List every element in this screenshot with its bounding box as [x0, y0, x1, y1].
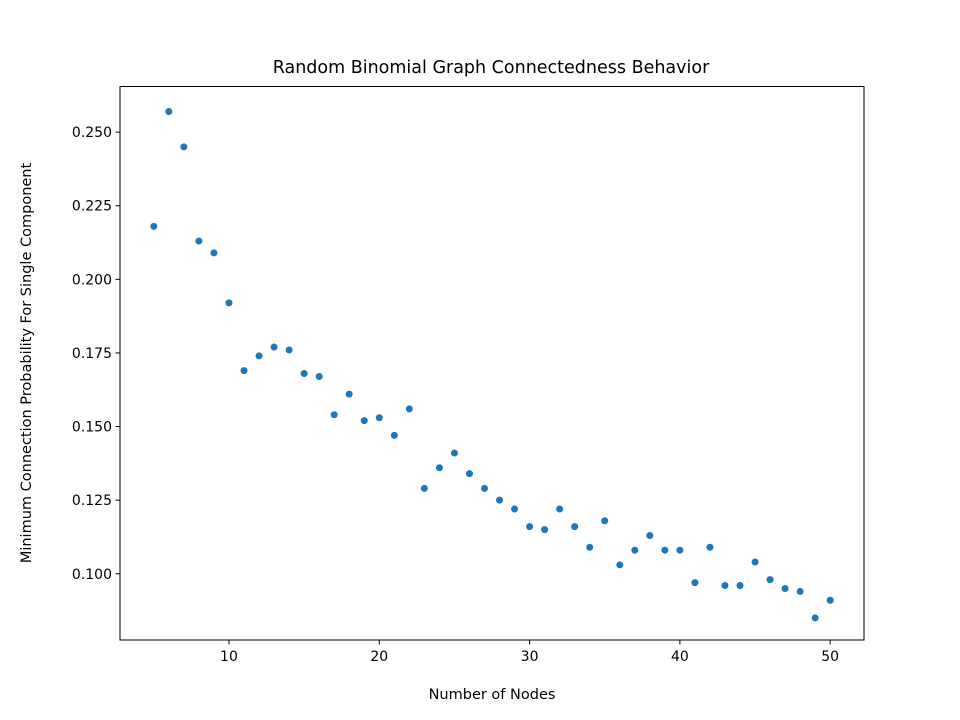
- y-tick-label: 0.250: [72, 125, 112, 141]
- data-point: [450, 449, 458, 457]
- data-point: [390, 431, 398, 439]
- data-point: [300, 370, 308, 378]
- data-point: [691, 579, 699, 587]
- data-point: [480, 484, 488, 492]
- data-point: [526, 523, 534, 531]
- data-point: [601, 517, 609, 525]
- x-axis: 10 20 30 40 50: [220, 640, 839, 665]
- y-tick-label: 0.150: [72, 420, 112, 436]
- x-tick-label: 20: [370, 649, 388, 665]
- data-point: [646, 531, 654, 539]
- data-point: [330, 411, 338, 419]
- x-axis-label: Number of Nodes: [429, 687, 556, 703]
- data-point: [345, 390, 353, 398]
- data-point: [165, 108, 173, 116]
- data-point: [766, 576, 774, 584]
- data-point: [736, 582, 744, 590]
- data-point: [556, 505, 564, 513]
- data-point: [240, 367, 248, 375]
- data-point: [315, 372, 323, 380]
- data-point: [465, 470, 473, 478]
- data-point: [255, 352, 263, 360]
- data-point: [420, 484, 428, 492]
- data-point: [195, 237, 203, 245]
- data-point: [405, 405, 413, 413]
- x-tick-label: 30: [521, 649, 539, 665]
- data-point: [375, 414, 383, 422]
- data-point: [496, 496, 504, 504]
- y-tick-label: 0.100: [72, 567, 112, 583]
- data-point: [676, 546, 684, 554]
- data-point: [180, 143, 188, 151]
- y-tick-label: 0.125: [72, 493, 112, 509]
- y-tick-label: 0.175: [72, 346, 112, 362]
- data-point: [586, 543, 594, 551]
- data-point: [616, 561, 624, 569]
- data-point: [225, 299, 233, 307]
- x-tick-label: 50: [821, 649, 839, 665]
- data-point: [826, 596, 834, 604]
- data-point: [631, 546, 639, 554]
- data-point: [661, 546, 669, 554]
- chart-title: Random Binomial Graph Connectedness Beha…: [273, 58, 710, 78]
- y-tick-label: 0.225: [72, 199, 112, 215]
- data-point: [751, 558, 759, 566]
- data-point: [270, 343, 278, 351]
- data-point: [571, 523, 579, 531]
- plot-area-frame: [119, 86, 865, 641]
- data-point: [360, 417, 368, 425]
- x-tick-label: 40: [671, 649, 689, 665]
- data-point: [796, 587, 804, 595]
- data-point: [435, 464, 443, 472]
- data-point: [706, 543, 714, 551]
- data-point: [541, 526, 549, 534]
- y-axis-label: Minimum Connection Probability For Singl…: [19, 163, 35, 564]
- y-tick-label: 0.200: [72, 272, 112, 288]
- data-point: [811, 614, 819, 622]
- data-point: [721, 582, 729, 590]
- data-point: [511, 505, 519, 513]
- x-tick-label: 10: [220, 649, 238, 665]
- data-point: [210, 249, 218, 257]
- data-point: [285, 346, 293, 354]
- data-points: [150, 108, 834, 622]
- data-point: [150, 222, 158, 230]
- y-axis: 0.100 0.125 0.150 0.175 0.200 0.225 0.250: [72, 125, 120, 583]
- data-point: [781, 584, 789, 592]
